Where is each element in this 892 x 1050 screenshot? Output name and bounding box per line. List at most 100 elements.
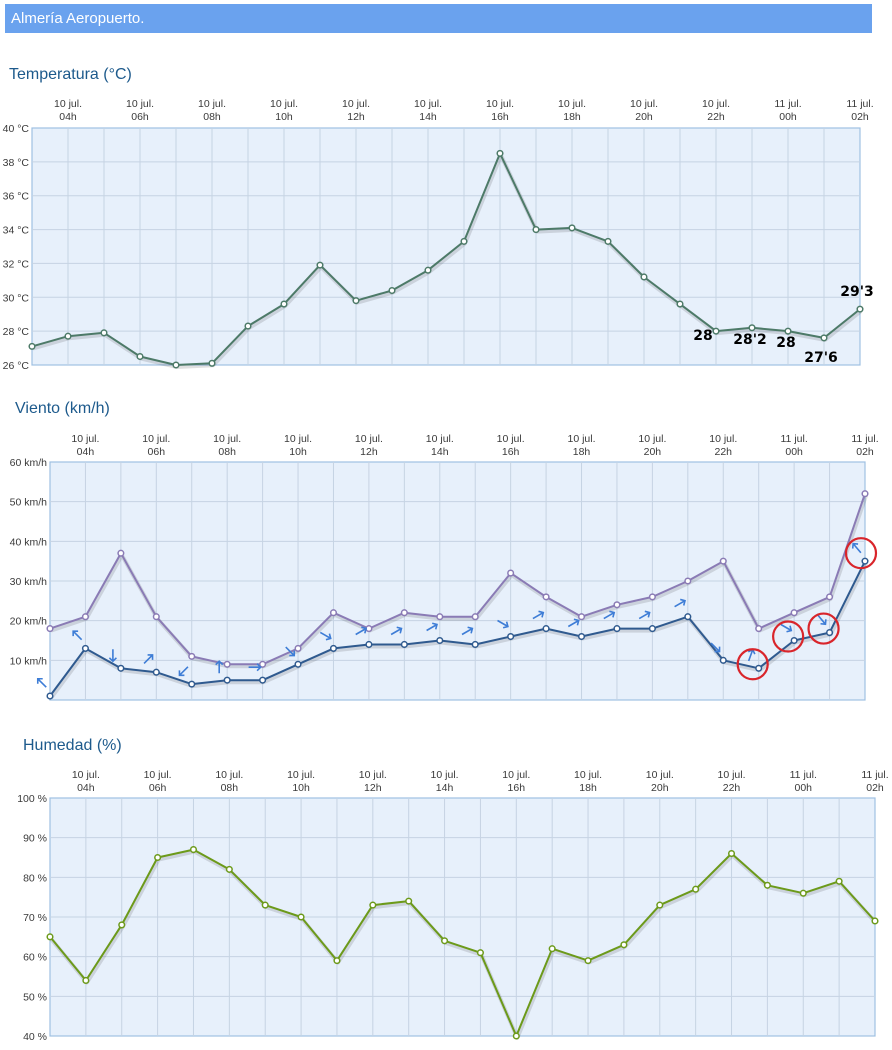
wind-arrow-shape	[817, 614, 827, 626]
wind-series-1-line	[49, 560, 866, 697]
wind-series-1-point	[259, 676, 267, 684]
humidity-series-0-point	[333, 957, 341, 965]
wind-y-tick-label: 10 km/h	[10, 655, 48, 667]
temperature-x-tick-hour: 08h	[203, 111, 221, 123]
wind-direction-arrow	[178, 666, 189, 677]
temperature-x-tick-hour: 10h	[275, 111, 293, 123]
wind-direction-arrow	[36, 677, 47, 688]
wind-series-0-point	[152, 613, 160, 621]
temperature-annotation-label: 27'6	[804, 350, 838, 366]
temperature-series-0-point	[568, 224, 576, 232]
humidity-series-0-point	[369, 901, 377, 909]
wind-y-tick-label: 60 km/h	[10, 457, 48, 469]
wind-arrow-shape	[532, 610, 545, 620]
wind-highlight-circle	[736, 648, 769, 681]
wind-arrow-shape	[461, 626, 474, 636]
temperature-y-tick-label: 36 °C	[3, 191, 30, 203]
temperature-series-0-point	[352, 297, 360, 305]
wind-arrow-shape	[603, 610, 616, 620]
temperature-y-tick-label: 38 °C	[3, 157, 30, 169]
wind-series-1-point	[507, 632, 515, 641]
temperature-x-tick-hour: 22h	[707, 111, 725, 123]
wind-series-1-point	[648, 625, 656, 633]
temperature-chart-title: Temperatura (°C)	[9, 66, 132, 83]
humidity-series-0-point	[799, 889, 807, 897]
wind-direction-arrow	[248, 663, 262, 672]
temperature-y-tick-label: 40 °C	[3, 123, 30, 135]
humidity-x-tick-date: 10 jul.	[144, 769, 172, 781]
wind-series-1-point	[790, 636, 798, 645]
wind-arrow-shape	[248, 663, 262, 672]
wind-x-tick-date: 10 jul.	[638, 433, 666, 445]
temperature-x-tick-hour: 18h	[563, 111, 581, 123]
wind-arrow-shape	[567, 618, 580, 628]
temperature-plot-area	[31, 127, 861, 366]
temperature-series-0-point	[460, 237, 468, 245]
temperature-y-tick-label: 32 °C	[3, 258, 30, 270]
humidity-y-tick-label: 80 %	[23, 872, 47, 884]
temperature-series-0-point	[100, 329, 108, 337]
wind-series-0-point	[81, 613, 89, 621]
wind-chart-title: Viento (km/h)	[15, 400, 110, 417]
humidity-x-tick-date: 10 jul.	[359, 769, 387, 781]
humidity-series-0-point	[548, 945, 556, 953]
wind-series-1-point	[542, 625, 550, 633]
humidity-series-0-point	[512, 1032, 520, 1040]
wind-series-1-point	[223, 676, 231, 684]
temperature-series-0-point	[784, 327, 792, 335]
wind-series-1-point	[294, 660, 302, 668]
temperature-series-0-point	[856, 305, 864, 313]
temperature-series-0-point	[820, 334, 828, 342]
wind-direction-arrow	[108, 649, 117, 663]
wind-x-tick-date: 10 jul.	[213, 433, 241, 445]
wind-series-1-point	[188, 680, 196, 688]
humidity-series-0-point	[154, 853, 162, 862]
wind-series-0-line	[49, 493, 866, 666]
humidity-series-0-point	[476, 949, 484, 957]
wind-arrow-shape	[355, 626, 368, 636]
wind-arrow-shape	[426, 622, 438, 632]
humidity-x-tick-date: 10 jul.	[72, 769, 100, 781]
wind-direction-arrow	[780, 623, 793, 633]
humidity-series-0-point	[405, 897, 413, 905]
humidity-x-tick-date: 11 jul.	[790, 769, 817, 781]
wind-direction-arrow	[390, 626, 403, 636]
temperature-x-tick-hour: 12h	[347, 111, 365, 123]
humidity-y-tick-label: 50 %	[23, 991, 47, 1003]
wind-series-1-point	[613, 625, 621, 633]
humidity-x-tick-date: 10 jul.	[431, 769, 459, 781]
temperature-x-tick-hour: 20h	[635, 111, 653, 123]
wind-series-0-point	[826, 593, 834, 601]
wind-arrow-shape	[143, 654, 154, 665]
wind-x-tick-hour: 08h	[218, 446, 236, 458]
temperature-series-0-point	[172, 361, 180, 369]
wind-x-tick-hour: 10h	[289, 446, 307, 458]
humidity-x-tick-date: 10 jul.	[287, 769, 315, 781]
wind-arrow-shape	[497, 619, 509, 629]
wind-series-1-point	[365, 640, 373, 649]
wind-series-1-point	[152, 668, 160, 676]
wind-arrow-shape	[851, 542, 862, 554]
wind-direction-arrow	[72, 630, 83, 641]
wind-series-0-point	[613, 601, 621, 609]
wind-arrow-shape	[215, 660, 224, 674]
wind-series-1-point	[861, 557, 869, 565]
wind-arrow-shape	[285, 646, 296, 657]
wind-series-0-point	[861, 490, 869, 498]
temperature-x-tick-date: 10 jul.	[630, 98, 658, 110]
wind-series-0-point	[755, 625, 763, 633]
wind-direction-arrow	[355, 626, 368, 636]
wind-series-0-point	[436, 613, 444, 621]
wind-series-1-point	[826, 629, 834, 637]
humidity-y-tick-label: 60 %	[23, 952, 47, 964]
humidity-x-tick-hour: 00h	[794, 782, 812, 794]
wind-series-0-point	[648, 593, 656, 601]
wind-series-1-point	[684, 613, 692, 621]
wind-series-0-point	[684, 577, 692, 585]
temperature-x-tick-hour: 00h	[779, 111, 797, 123]
temperature-x-tick-date: 10 jul.	[270, 98, 298, 110]
humidity-x-tick-hour: 12h	[364, 782, 382, 794]
humidity-series-0-point	[835, 877, 843, 885]
